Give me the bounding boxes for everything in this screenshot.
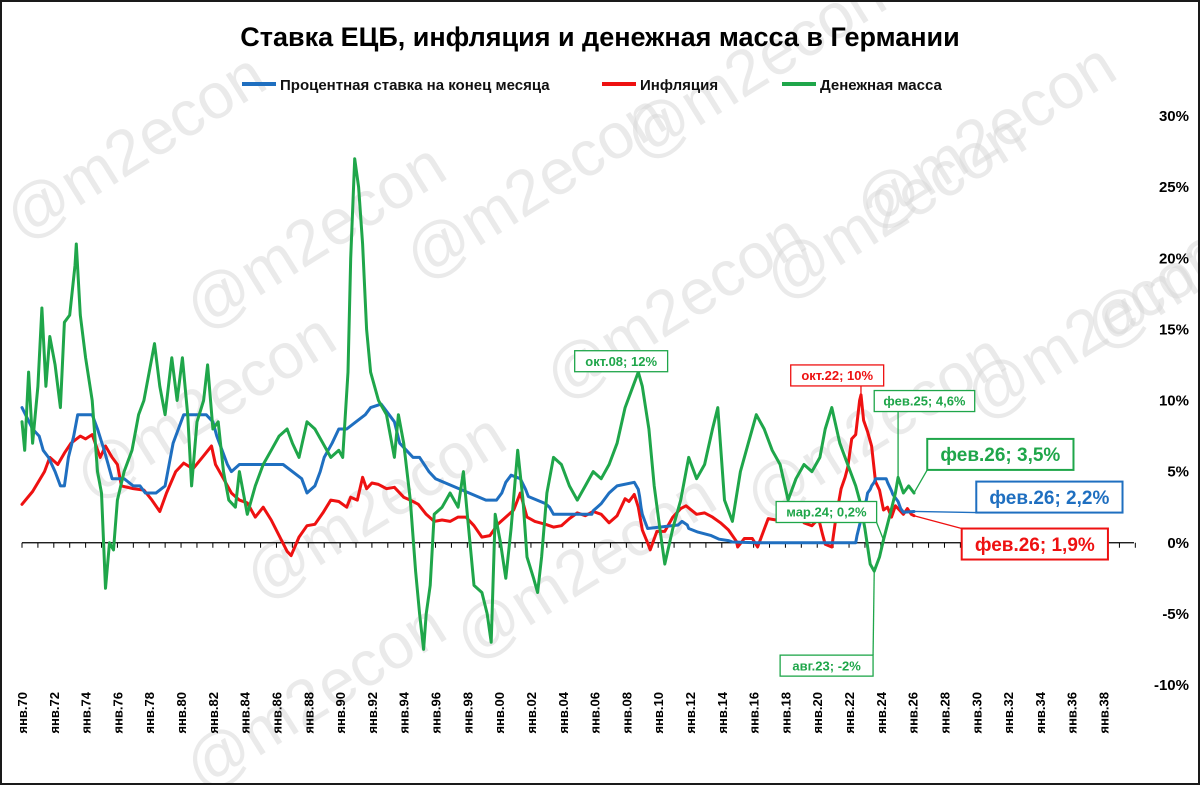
annotation-box — [873, 389, 976, 413]
x-tick-label: янв.82 — [206, 692, 221, 734]
annotation-box — [975, 480, 1124, 514]
y-tick-label: 15% — [1159, 321, 1189, 338]
x-axis: янв.70 янв.72 янв.74 янв.76 янв.78 янв.80 янв.… — [15, 542, 1136, 734]
x-tick-label: янв.76 — [110, 692, 125, 734]
annotation-label: фев.26; 1,9% — [975, 535, 1095, 556]
annotation-label: окт.08; 12% — [585, 354, 657, 369]
annotation-layer: окт.08; 12% окт.22; 10% фев.25; 4,6% фев.26… — [574, 350, 1124, 677]
x-tick-label: янв.10 — [651, 692, 666, 734]
y-tick-label: 25% — [1159, 179, 1189, 196]
y-tick-label: 10% — [1159, 393, 1189, 410]
x-tick-label: янв.32 — [1001, 692, 1016, 734]
annotation-box — [574, 350, 669, 373]
y-tick-label: -10% — [1154, 677, 1189, 694]
annotation-label: авг.23; -2% — [792, 658, 861, 673]
x-tick-label: янв.02 — [524, 692, 539, 734]
watermark-text: @m2econ — [841, 28, 1127, 244]
annotation-leader — [913, 469, 928, 494]
x-tick-label: янв.16 — [747, 692, 762, 734]
x-tick-label: янв.84 — [238, 691, 253, 733]
series-line — [20, 157, 916, 651]
x-tick-label: янв.94 — [397, 691, 412, 733]
x-tick-label: янв.12 — [683, 692, 698, 734]
x-tick-label: янв.06 — [588, 692, 603, 734]
watermark-text: @m2econ — [171, 588, 457, 783]
x-tick-label: янв.36 — [1065, 692, 1080, 734]
annotation-label: фев.26; 3,5% — [940, 445, 1060, 466]
x-tick-label: янв.18 — [778, 692, 793, 734]
legend-label: Инфляция — [640, 77, 718, 94]
x-tick-label: янв.28 — [937, 692, 952, 734]
x-tick-label: янв.74 — [79, 691, 94, 733]
x-tick-label: янв.20 — [810, 692, 825, 734]
series-layer — [20, 157, 916, 651]
x-tick-label: янв.72 — [47, 692, 62, 734]
annotation-box — [779, 654, 874, 677]
x-tick-label: янв.70 — [15, 692, 30, 734]
x-tick-label: янв.98 — [460, 692, 475, 734]
annotation-label: фев.25; 4,6% — [883, 394, 966, 409]
y-tick-label: -5% — [1162, 606, 1189, 623]
annotation-leader — [913, 510, 977, 514]
watermark-text: @m2econ — [2, 38, 278, 254]
x-tick-label: янв.88 — [301, 692, 316, 734]
watermark-text: @m2econ — [531, 198, 817, 414]
x-tick-label: янв.86 — [269, 692, 284, 734]
legend-label: Процентная ставка на конец месяца — [280, 77, 550, 94]
x-tick-label: янв.78 — [142, 692, 157, 734]
annotation-label: мар.24; 0,2% — [786, 505, 867, 520]
x-tick-label: янв.08 — [619, 692, 634, 734]
x-tick-label: янв.34 — [1033, 691, 1048, 733]
annotation-leader — [876, 522, 885, 541]
annotation-box — [775, 500, 878, 524]
x-tick-label: янв.24 — [874, 691, 889, 733]
x-tick-label: янв.04 — [556, 691, 571, 733]
x-tick-label: янв.90 — [333, 692, 348, 734]
annotation-box — [790, 364, 885, 387]
y-axis: 30% 25% 20% 15% 10% 5% 0% -5% -10% — [1154, 108, 1189, 694]
x-tick-label: янв.96 — [429, 692, 444, 734]
series-line — [20, 402, 916, 545]
x-tick-label: янв.14 — [715, 691, 730, 733]
annotation-leader — [872, 571, 875, 656]
x-tick-label: янв.22 — [842, 692, 857, 734]
x-tick-label: янв.92 — [365, 692, 380, 734]
y-tick-label: 5% — [1167, 464, 1189, 481]
annotation-leader — [913, 515, 962, 530]
annotation-label: окт.22; 10% — [801, 368, 873, 383]
annotation-box — [960, 527, 1109, 561]
legend: Процентная ставка на конец месяца Инфляци… — [242, 77, 942, 94]
chart-title: Ставка ЕЦБ, инфляция и денежная масса в … — [240, 22, 960, 52]
annotation-box — [926, 437, 1075, 471]
x-tick-label: янв.38 — [1097, 692, 1112, 734]
y-tick-label: 30% — [1159, 108, 1189, 125]
annotation-label: фев.26; 2,2% — [989, 488, 1109, 509]
y-tick-label: 20% — [1159, 250, 1189, 267]
x-tick-label: янв.80 — [174, 692, 189, 734]
y-tick-label: 0% — [1167, 535, 1189, 552]
x-tick-label: янв.30 — [969, 692, 984, 734]
x-tick-label: янв.00 — [492, 692, 507, 734]
x-tick-label: янв.26 — [906, 692, 921, 734]
legend-label: Денежная масса — [820, 77, 942, 94]
